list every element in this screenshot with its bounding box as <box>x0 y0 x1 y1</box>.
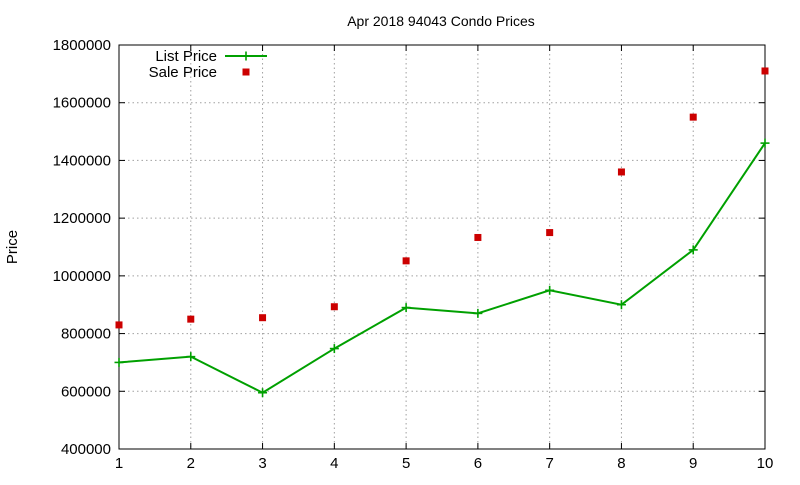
x-tick-label: 6 <box>474 455 482 472</box>
data-point <box>617 168 625 176</box>
series-list-price <box>114 138 770 398</box>
axis-ticks: 1 2 3 4 5 6 7 8 9 10 400000 600000 800000 1000000 1200… <box>53 37 774 472</box>
data-point <box>689 113 697 121</box>
y-tick-label: 400000 <box>61 441 111 458</box>
data-point <box>330 303 338 311</box>
x-tick-label: 10 <box>757 455 774 472</box>
y-axis-label: Price <box>4 230 21 264</box>
x-tick-label: 2 <box>187 455 195 472</box>
legend-label: Sale Price <box>149 64 217 81</box>
x-tick-label: 4 <box>330 455 338 472</box>
series-line <box>118 142 766 394</box>
data-point <box>546 229 554 237</box>
data-point <box>114 357 124 367</box>
data-point <box>545 285 555 295</box>
y-tick-label: 1400000 <box>53 152 111 169</box>
series-layer <box>114 67 770 398</box>
series-sale-price <box>115 67 769 329</box>
y-tick-label: 600000 <box>61 383 111 400</box>
y-tick-label: 1600000 <box>53 95 111 112</box>
y-tick-label: 1200000 <box>53 210 111 227</box>
x-tick-label: 1 <box>115 455 123 472</box>
data-point <box>761 67 769 75</box>
plot-frame <box>118 44 766 450</box>
y-tick-label: 1000000 <box>53 268 111 285</box>
data-point <box>329 344 339 354</box>
data-point <box>760 138 770 148</box>
x-tick-label: 9 <box>689 455 697 472</box>
chart-title: Apr 2018 94043 Condo Prices <box>347 13 535 29</box>
x-tick-label: 5 <box>402 455 410 472</box>
data-point <box>401 303 411 313</box>
grid <box>119 45 765 449</box>
data-point <box>187 315 195 323</box>
data-point <box>473 308 483 318</box>
data-point <box>259 314 267 322</box>
x-tick-label: 8 <box>617 455 625 472</box>
legend-label: List Price <box>155 48 217 65</box>
legend-marker <box>241 51 251 61</box>
data-point <box>186 352 196 362</box>
x-tick-label: 7 <box>545 455 553 472</box>
y-tick-label: 800000 <box>61 326 111 343</box>
data-point <box>616 300 626 310</box>
data-point <box>474 233 482 241</box>
y-tick-label: 1800000 <box>53 37 111 54</box>
data-point <box>115 321 123 329</box>
data-point <box>688 245 698 255</box>
x-tick-label: 3 <box>258 455 266 472</box>
data-point <box>402 257 410 265</box>
legend-marker <box>242 68 250 76</box>
data-point <box>258 388 268 398</box>
